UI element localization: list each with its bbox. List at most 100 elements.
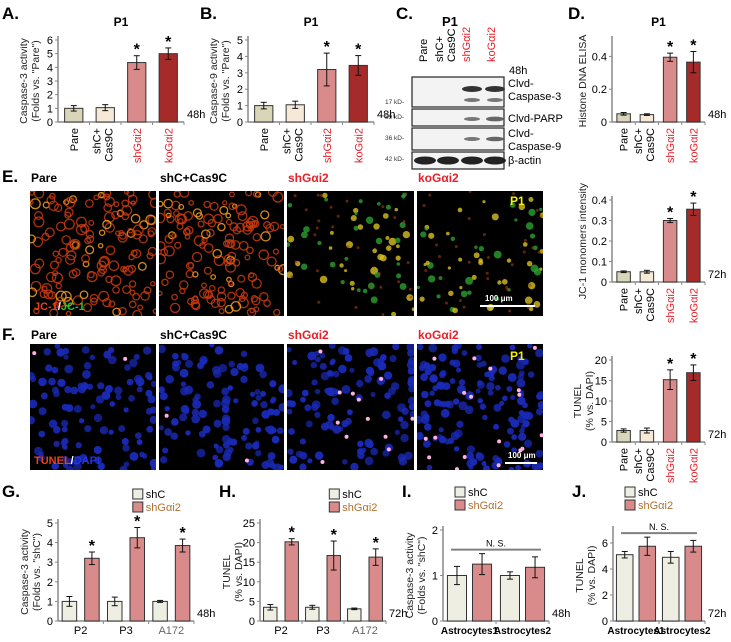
svg-text:4: 4 <box>237 51 243 63</box>
svg-text:shC+Cas9C: shC+Cas9C <box>633 288 657 322</box>
svg-text:4: 4 <box>47 538 53 550</box>
svg-text:0: 0 <box>237 117 243 129</box>
tunel-image-kogai2 <box>414 341 546 473</box>
svg-text:*: * <box>331 527 338 544</box>
svg-text:5: 5 <box>47 518 53 530</box>
svg-text:0.2: 0.2 <box>592 236 607 248</box>
svg-text:shC: shC <box>638 487 658 499</box>
band-label-actin: β-actin <box>508 155 542 167</box>
svg-text:0: 0 <box>601 437 607 449</box>
svg-text:Caspase-3 activity(Folds vs. ": Caspase-3 activity(Folds vs. "Pare") <box>20 37 42 124</box>
svg-text:2: 2 <box>237 84 243 96</box>
svg-text:shGαi2: shGαi2 <box>665 128 677 163</box>
jc1-image-shgai2 <box>285 191 416 317</box>
svg-text:shGαi2: shGαi2 <box>665 448 677 483</box>
svg-text:P3: P3 <box>316 625 329 637</box>
svg-text:shC+Cas9C: shC+Cas9C <box>91 128 115 162</box>
svg-text:1: 1 <box>47 596 53 608</box>
panel-label-b: B. <box>200 4 217 23</box>
scale-bar <box>480 305 535 307</box>
svg-text:*: * <box>289 525 296 542</box>
svg-text:Caspase-3 activity(Folds vs. ": Caspase-3 activity(Folds vs. "shC") <box>20 528 43 615</box>
svg-text:shGαi2: shGαi2 <box>468 500 503 512</box>
kd-marker-36: 36 kD- <box>385 135 405 142</box>
kd-marker-89: 89 kD- <box>385 114 405 121</box>
svg-text:Pare: Pare <box>619 448 631 471</box>
kd-marker-17: 17 kD- <box>385 99 405 106</box>
chart-svg: TUNEL(% vs. DAPI) 0 5 10 15 20 25 72h * P2 * P3 * A17… <box>221 488 407 637</box>
svg-text:48h: 48h <box>197 608 215 620</box>
svg-text:shGαi2: shGαi2 <box>638 500 673 512</box>
scale-bar <box>505 462 537 464</box>
svg-text:2: 2 <box>47 577 53 589</box>
svg-text:0.3: 0.3 <box>592 216 607 228</box>
blot-bands <box>411 76 506 170</box>
svg-text:Astrocytes1: Astrocytes1 <box>607 626 665 637</box>
western-blot-panel: P1 Pare shC+ Cas9C shGαi2 koGαi2 48h 17 k… <box>385 10 575 170</box>
svg-text:0: 0 <box>432 616 438 628</box>
chart-svg: P1 Caspase-3 activity(Folds vs. "Pare") 0 1… <box>18 15 205 163</box>
svg-text:A172: A172 <box>158 625 184 637</box>
panel-label-f: F. <box>2 325 16 344</box>
svg-text:10: 10 <box>243 577 255 589</box>
img-label-shgai2: shGαi2 <box>288 328 329 342</box>
svg-text:P1: P1 <box>651 15 666 29</box>
svg-text:0: 0 <box>47 117 53 129</box>
panel-label-a: A. <box>2 4 19 23</box>
svg-text:P2: P2 <box>74 625 87 637</box>
svg-text:1: 1 <box>47 103 53 115</box>
svg-text:0: 0 <box>601 277 607 289</box>
svg-text:2: 2 <box>47 90 53 102</box>
svg-text:koGαi2: koGαi2 <box>688 448 700 483</box>
svg-text:20: 20 <box>595 355 607 367</box>
svg-text:shC+Cas9C: shC+Cas9C <box>633 128 657 162</box>
svg-text:*: * <box>165 34 172 51</box>
svg-text:shGαi2: shGαi2 <box>132 128 144 163</box>
svg-text:P2: P2 <box>274 625 287 637</box>
tunel-image-shc <box>157 341 288 473</box>
svg-text:N. S.: N. S. <box>649 522 669 532</box>
svg-text:shGαi2: shGαi2 <box>322 128 334 163</box>
jc1-micrograph-panel: Pare shC+Cas9C shGαi2 koGαi2 P1 JC-1/JC-… <box>26 170 565 321</box>
svg-text:48h: 48h <box>377 109 395 121</box>
svg-text:JC-1 monomers intensity: JC-1 monomers intensity <box>577 182 589 299</box>
svg-text:0: 0 <box>601 117 607 129</box>
svg-text:*: * <box>134 514 141 531</box>
svg-text:Pare: Pare <box>69 128 81 151</box>
p1-badge: P1 <box>510 349 525 363</box>
svg-text:shGαi2: shGαi2 <box>665 288 677 323</box>
tunel-image-pare <box>26 343 159 475</box>
svg-text:10: 10 <box>595 396 607 408</box>
band-label-caspase9: Clvd- Caspase-9 <box>508 128 562 153</box>
lane-shgai2: shGαi2 <box>461 26 473 62</box>
blot-title: P1 <box>442 14 458 29</box>
svg-text:P1: P1 <box>304 15 319 29</box>
tunel-micrograph-panel: Pare shC+Cas9C shGαi2 koGαi2 P1 TUNEL/DA… <box>26 327 565 477</box>
chart-svg: JC-1 monomers intensity 0 0.1 0.2 0.3 0.4 72h P… <box>577 182 726 323</box>
panel-label-h: H. <box>219 482 236 501</box>
img-label-kogai2: koGαi2 <box>418 171 459 185</box>
svg-text:koGαi2: koGαi2 <box>353 128 365 163</box>
svg-text:72h: 72h <box>708 269 726 281</box>
svg-text:Pare: Pare <box>259 128 271 151</box>
svg-text:0.2: 0.2 <box>592 84 607 96</box>
svg-text:*: * <box>690 37 697 54</box>
svg-text:Histone DNA ELISA: Histone DNA ELISA <box>577 35 589 128</box>
svg-text:koGαi2: koGαi2 <box>163 128 175 163</box>
svg-text:TUNEL(% vs. DAPI): TUNEL(% vs. DAPI) <box>574 371 596 431</box>
svg-text:72h: 72h <box>708 429 726 441</box>
band-label-parp: Clvd-PARP <box>508 113 563 125</box>
svg-text:5: 5 <box>237 35 243 47</box>
svg-text:*: * <box>667 204 674 221</box>
svg-text:0.4: 0.4 <box>592 51 607 63</box>
svg-text:shGαi2: shGαi2 <box>146 502 181 514</box>
lane-pare: Pare <box>418 38 430 62</box>
svg-text:Astrocytes2: Astrocytes2 <box>653 626 711 637</box>
chart-g-caspase3: Caspase-3 activity(Folds vs. "shC") 0 1 2 3 4… <box>19 485 220 637</box>
svg-text:*: * <box>690 189 697 206</box>
svg-text:0.4: 0.4 <box>592 195 607 207</box>
jc1-image-shc <box>154 186 289 318</box>
svg-text:TUNEL(% vs. DAPI): TUNEL(% vs. DAPI) <box>222 542 245 602</box>
svg-text:koGαi2: koGαi2 <box>688 128 700 163</box>
svg-text:*: * <box>355 42 362 59</box>
